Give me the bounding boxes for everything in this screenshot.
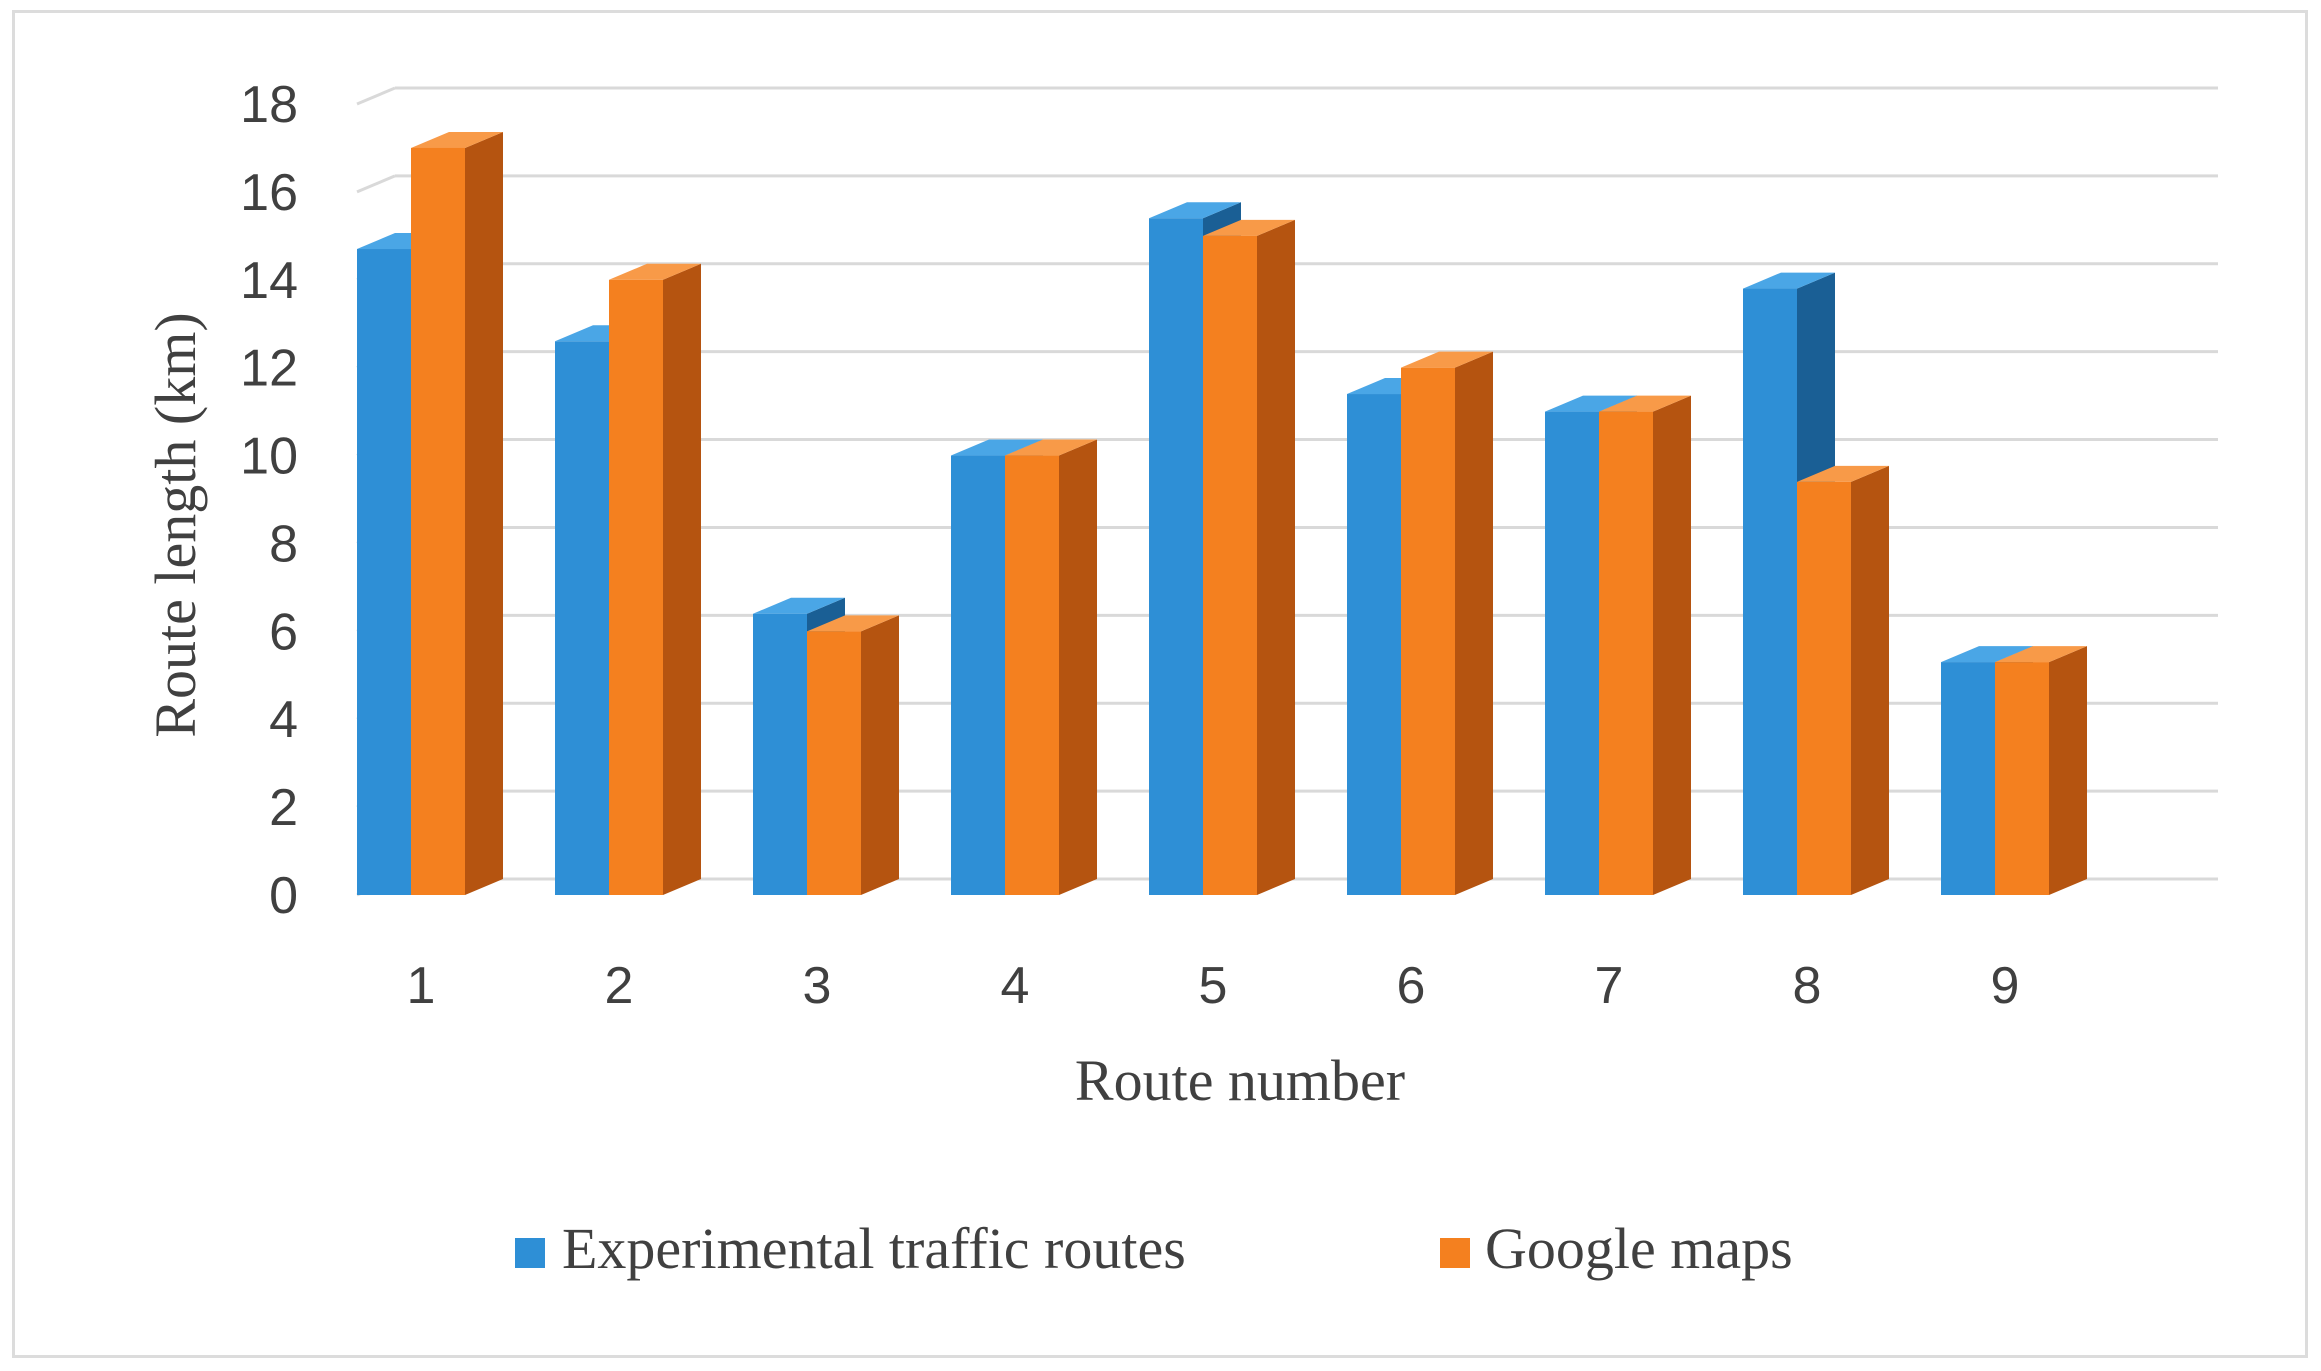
- bar-front-face: [1599, 411, 1653, 895]
- bar-front-face: [1941, 662, 1995, 895]
- bar-side-face: [2049, 646, 2087, 895]
- bar-top-face: [753, 597, 845, 614]
- x-tick-label-6: 6: [1397, 957, 1426, 1015]
- bar-side-face: [1653, 395, 1691, 895]
- bar-front-face: [357, 249, 411, 895]
- bar-top-face: [1401, 351, 1493, 368]
- legend-swatch-google: [1440, 1238, 1470, 1268]
- legend-label-google: Google maps: [1485, 1216, 1793, 1281]
- bar-side-face: [1257, 219, 1295, 896]
- bar-front-face: [1005, 455, 1059, 895]
- bar-front-face: [753, 613, 807, 895]
- bar-front-face: [951, 455, 1005, 895]
- grid-connector-9: [356, 86, 396, 106]
- x-tick-label-4: 4: [1001, 957, 1030, 1015]
- bar-front-face: [1203, 235, 1257, 896]
- y-tick-label-5: 10: [240, 428, 298, 486]
- bar-top-face: [1203, 219, 1295, 236]
- x-tick-label-1: 1: [407, 957, 436, 1015]
- x-tick-label-3: 3: [803, 957, 832, 1015]
- y-axis-ticks: 0 2 4 6 8 10 12 14 16 18: [240, 76, 298, 925]
- y-tick-label-0: 0: [269, 867, 298, 925]
- y-tick-label-1: 2: [269, 779, 298, 837]
- bar-top-face: [1149, 202, 1241, 219]
- bar-google-route-3: [807, 615, 899, 895]
- bar-top-face: [1599, 395, 1691, 412]
- bar-top-face: [1797, 465, 1889, 482]
- y-tick-label-2: 4: [269, 691, 298, 749]
- bar-google-route-9: [1995, 646, 2087, 895]
- x-tick-label-7: 7: [1595, 957, 1624, 1015]
- bar-front-face: [807, 631, 861, 895]
- bar-top-face: [1545, 395, 1637, 412]
- bar-top-face: [1743, 272, 1835, 289]
- bar-side-face: [465, 131, 503, 895]
- y-tick-label-6: 12: [240, 340, 298, 398]
- bar-top-face: [609, 263, 701, 280]
- bar-top-face: [1995, 646, 2087, 663]
- x-tick-label-5: 5: [1199, 957, 1228, 1015]
- x-tick-label-8: 8: [1793, 957, 1822, 1015]
- bar-top-face: [1005, 439, 1097, 456]
- bar-front-face: [1797, 481, 1851, 895]
- y-axis-title: Route length (km): [143, 312, 208, 737]
- bar-side-face: [1059, 439, 1097, 895]
- bar-front-face: [1545, 411, 1599, 895]
- bar-top-face: [411, 131, 503, 148]
- bar-side-face: [1851, 465, 1889, 895]
- bars: [357, 131, 2087, 896]
- bar-top-face: [807, 615, 899, 632]
- y-tick-label-3: 6: [269, 603, 298, 661]
- bar-google-route-1: [411, 131, 503, 895]
- bar-front-face: [1149, 218, 1203, 895]
- bar-front-face: [411, 147, 465, 895]
- y-tick-label-9: 18: [240, 76, 298, 134]
- legend: Experimental traffic routes Google maps: [515, 1216, 1793, 1281]
- bar-top-face: [1941, 646, 2033, 663]
- bar-google-route-6: [1401, 351, 1493, 896]
- bar-front-face: [609, 279, 663, 895]
- x-axis-ticks: 1 2 3 4 5 6 7 8 9: [407, 957, 2020, 1015]
- bar-front-face: [1995, 662, 2049, 895]
- bar-google-route-7: [1599, 395, 1691, 895]
- legend-swatch-experimental: [515, 1238, 545, 1268]
- bar-side-face: [1455, 351, 1493, 896]
- bar-top-face: [951, 439, 1043, 456]
- bar-front-face: [555, 341, 609, 895]
- grid-connector-8: [356, 174, 396, 194]
- bar-google-route-5: [1203, 219, 1295, 896]
- y-tick-label-4: 8: [269, 515, 298, 573]
- x-tick-label-2: 2: [605, 957, 634, 1015]
- y-tick-label-7: 14: [240, 252, 298, 310]
- legend-label-experimental: Experimental traffic routes: [562, 1216, 1186, 1281]
- bar-google-route-4: [1005, 439, 1097, 895]
- bar-google-route-2: [609, 263, 701, 895]
- bar-side-face: [861, 615, 899, 895]
- x-axis-title: Route number: [1075, 1048, 1405, 1113]
- bar-side-face: [663, 263, 701, 895]
- bar-front-face: [1401, 367, 1455, 896]
- bar-front-face: [1347, 394, 1401, 895]
- bar-google-route-8: [1797, 465, 1889, 895]
- bar-front-face: [1743, 288, 1797, 896]
- y-tick-label-8: 16: [240, 164, 298, 222]
- x-tick-label-9: 9: [1991, 957, 2020, 1015]
